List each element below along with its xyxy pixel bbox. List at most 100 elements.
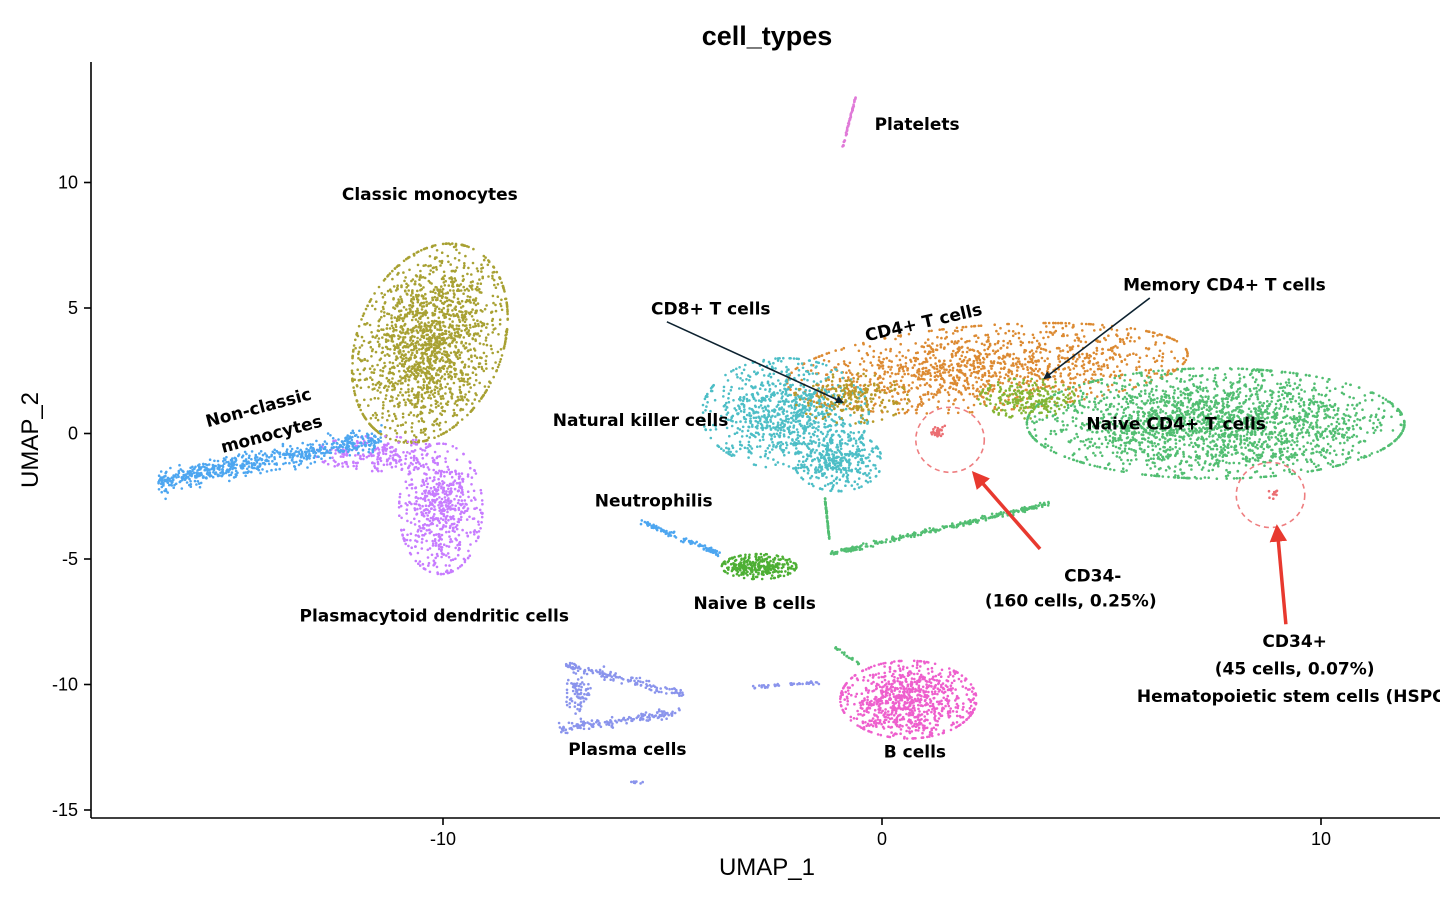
data-point [484, 336, 488, 340]
data-point [410, 426, 414, 429]
data-point [483, 385, 487, 388]
data-point [445, 360, 449, 363]
data-point [463, 320, 467, 324]
data-point [470, 476, 474, 479]
data-point [445, 402, 448, 406]
data-point [964, 325, 968, 329]
data-point [462, 506, 465, 510]
data-point [504, 297, 508, 301]
data-point [456, 288, 460, 291]
data-point [396, 264, 400, 268]
data-point [976, 394, 979, 398]
data-point [451, 242, 454, 245]
data-point [438, 506, 441, 510]
data-point [468, 285, 472, 288]
data-point [437, 392, 440, 396]
data-point [197, 482, 201, 485]
data-point [447, 375, 451, 379]
data-point [1106, 366, 1110, 370]
data-point [381, 295, 385, 299]
data-point [797, 362, 800, 366]
data-point [451, 445, 455, 448]
data-point [414, 491, 418, 494]
data-point [406, 533, 409, 537]
data-point [1138, 356, 1142, 360]
data-point [372, 446, 376, 450]
data-point [455, 372, 458, 376]
data-point [414, 534, 418, 537]
data-point [776, 423, 780, 427]
data-point [1095, 362, 1098, 365]
data-point [911, 366, 915, 370]
data-point [499, 302, 502, 306]
data-point [958, 376, 961, 380]
data-point [1118, 355, 1122, 359]
data-point [410, 336, 413, 339]
data-point [441, 292, 445, 296]
data-point [413, 354, 417, 357]
data-point [219, 471, 222, 475]
data-point [428, 365, 431, 369]
data-point [797, 373, 801, 377]
data-point [253, 463, 257, 467]
data-point [472, 301, 476, 305]
data-point [451, 570, 454, 573]
data-point [433, 352, 437, 356]
data-point [1083, 370, 1087, 373]
data-point [1067, 373, 1071, 377]
data-point [453, 479, 457, 483]
data-point [417, 393, 420, 397]
data-point [385, 460, 389, 463]
data-point [428, 281, 432, 284]
data-point [491, 274, 494, 278]
data-point [408, 452, 412, 455]
data-point [1037, 359, 1040, 362]
data-point [396, 346, 400, 350]
data-point [387, 339, 390, 342]
data-point [1123, 358, 1127, 361]
data-point [404, 332, 407, 336]
data-point [739, 377, 742, 380]
data-point [378, 358, 382, 362]
data-point [387, 274, 390, 277]
data-point [380, 310, 383, 313]
data-point [391, 388, 394, 392]
data-point [432, 334, 436, 338]
data-point [905, 410, 909, 414]
data-point [435, 320, 438, 323]
data-point [267, 456, 271, 459]
data-point [418, 311, 422, 315]
data-point [952, 349, 955, 353]
data-point [441, 482, 445, 486]
data-point [390, 316, 393, 320]
data-point [356, 446, 359, 449]
data-point [501, 285, 505, 288]
data-point [439, 517, 443, 520]
data-point [434, 488, 438, 491]
data-point [998, 371, 1002, 374]
data-point [429, 264, 432, 267]
data-point [783, 453, 786, 457]
data-point [409, 328, 412, 332]
data-point [1086, 369, 1089, 373]
data-point [421, 352, 425, 355]
data-point [1061, 356, 1064, 360]
data-point [453, 507, 457, 511]
data-point [356, 368, 360, 372]
data-point [904, 365, 907, 368]
data-point [398, 362, 402, 365]
data-point [1057, 388, 1061, 391]
data-point [933, 367, 936, 370]
data-point [1160, 333, 1163, 337]
data-point [466, 383, 470, 386]
data-point [193, 479, 197, 483]
data-point [290, 447, 294, 451]
data-point [447, 373, 450, 376]
data-point [484, 256, 487, 259]
data-point [1017, 336, 1021, 340]
data-point [394, 381, 397, 385]
data-point [1006, 322, 1009, 326]
data-point [452, 313, 455, 316]
data-point [745, 393, 748, 396]
data-point [421, 562, 425, 566]
